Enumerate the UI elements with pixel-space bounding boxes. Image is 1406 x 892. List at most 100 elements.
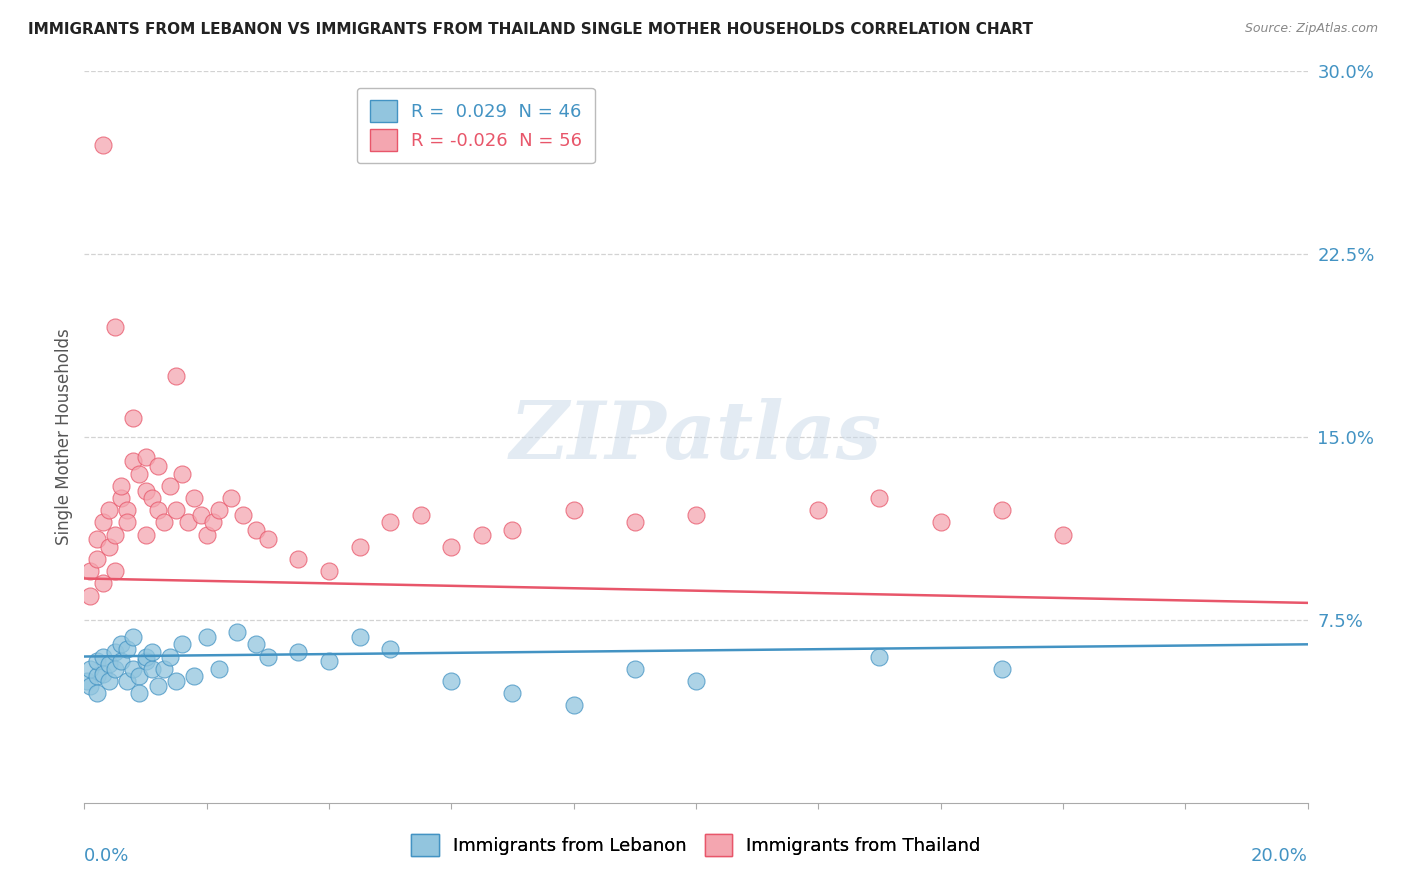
Point [115, 642, 138, 657]
Point [104, 320, 127, 334]
Point [869, 491, 891, 505]
Point [79, 662, 101, 676]
Point [128, 669, 150, 683]
Point [165, 369, 187, 384]
Text: IMMIGRANTS FROM LEBANON VS IMMIGRANTS FROM THAILAND SINGLE MOTHER HOUSEHOLDS COR: IMMIGRANTS FROM LEBANON VS IMMIGRANTS FR… [28, 22, 1033, 37]
Point [471, 527, 494, 541]
Point [110, 654, 132, 668]
Point [165, 503, 187, 517]
Point [257, 533, 280, 547]
Point [195, 527, 218, 541]
Point [287, 645, 309, 659]
Point [153, 662, 176, 676]
Point [190, 508, 212, 522]
Point [172, 467, 194, 481]
Point [104, 564, 127, 578]
Point [208, 662, 231, 676]
Point [146, 679, 169, 693]
Point [257, 649, 280, 664]
Point [135, 649, 157, 664]
Point [135, 483, 157, 498]
Legend: Immigrants from Lebanon, Immigrants from Thailand: Immigrants from Lebanon, Immigrants from… [401, 823, 991, 867]
Point [562, 698, 585, 713]
Point [440, 540, 463, 554]
Point [183, 669, 205, 683]
Point [86, 654, 108, 668]
Point [991, 503, 1014, 517]
Text: 0.0%: 0.0% [84, 847, 129, 864]
Point [76, 673, 98, 688]
Point [141, 662, 163, 676]
Point [869, 649, 891, 664]
Point [1052, 527, 1074, 541]
Point [128, 686, 150, 700]
Point [91, 516, 114, 530]
Point [318, 654, 340, 668]
Point [245, 637, 267, 651]
Point [122, 630, 145, 644]
Point [991, 662, 1014, 676]
Point [97, 503, 120, 517]
Point [502, 523, 524, 537]
Point [122, 662, 145, 676]
Point [562, 503, 585, 517]
Point [122, 454, 145, 468]
Point [79, 679, 101, 693]
Point [115, 673, 138, 688]
Point [110, 637, 132, 651]
Point [115, 503, 138, 517]
Point [624, 662, 647, 676]
Point [685, 508, 707, 522]
Point [226, 625, 249, 640]
Point [232, 508, 254, 522]
Point [440, 673, 463, 688]
Point [110, 479, 132, 493]
Point [110, 491, 132, 505]
Point [115, 516, 138, 530]
Point [318, 564, 340, 578]
Point [349, 540, 371, 554]
Point [104, 527, 127, 541]
Point [159, 479, 181, 493]
Point [929, 516, 952, 530]
Point [502, 686, 524, 700]
Point [79, 564, 101, 578]
Point [91, 137, 114, 152]
Y-axis label: Single Mother Households: Single Mother Households [55, 329, 73, 545]
Point [97, 657, 120, 671]
Point [219, 491, 242, 505]
Point [624, 516, 647, 530]
Point [91, 666, 114, 681]
Point [86, 533, 108, 547]
Point [172, 637, 194, 651]
Point [86, 669, 108, 683]
Point [91, 649, 114, 664]
Point [183, 491, 205, 505]
Point [177, 516, 200, 530]
Point [349, 630, 371, 644]
Point [79, 589, 101, 603]
Point [91, 576, 114, 591]
Point [409, 508, 432, 522]
Point [245, 523, 267, 537]
Point [380, 516, 402, 530]
Point [135, 654, 157, 668]
Point [135, 527, 157, 541]
Point [135, 450, 157, 464]
Point [104, 662, 127, 676]
Point [153, 516, 176, 530]
Point [97, 673, 120, 688]
Text: Source: ZipAtlas.com: Source: ZipAtlas.com [1244, 22, 1378, 36]
Point [141, 491, 163, 505]
Point [97, 540, 120, 554]
Point [807, 503, 830, 517]
Point [86, 686, 108, 700]
Point [165, 673, 187, 688]
Point [104, 645, 127, 659]
Point [86, 552, 108, 566]
Point [122, 410, 145, 425]
Point [141, 645, 163, 659]
Point [685, 673, 707, 688]
Point [287, 552, 309, 566]
Point [208, 503, 231, 517]
